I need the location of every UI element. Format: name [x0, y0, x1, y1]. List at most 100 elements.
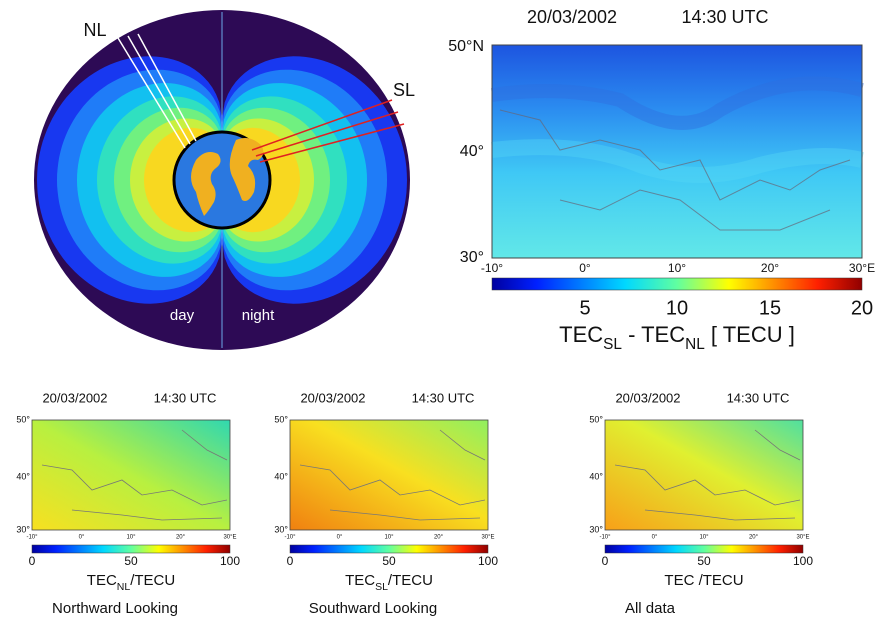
colorbar-tick-label: 0 — [602, 554, 609, 568]
coastline — [41, 429, 228, 521]
lon-label: 0° — [652, 535, 658, 541]
label-part: /TECU — [130, 572, 175, 589]
panel: 20/03/2002 14:30 UTC 50° 40° 30°-10° 0° 10° 20°… — [274, 390, 498, 617]
colorbar-tick-label: 15 — [759, 297, 781, 319]
colorbar-tick-label: 100 — [793, 554, 813, 568]
lon-label: -10° — [481, 261, 503, 275]
label-part: TEC /TECU — [664, 572, 743, 589]
subscript: SL — [375, 581, 388, 593]
label-part: - TEC — [622, 322, 685, 347]
label-part: TEC — [87, 572, 117, 589]
lon-label: 0° — [579, 261, 591, 275]
lon-label: 10° — [699, 535, 709, 541]
coastline — [614, 429, 801, 521]
lon-label: -10° — [26, 535, 38, 541]
lon-label: 10° — [384, 535, 394, 541]
colorbar-tick-label: 20 — [851, 297, 873, 319]
globe-panel: NL SL day night — [34, 10, 415, 350]
colorbar-tick-label: 10 — [666, 297, 688, 319]
lat-label: 40° — [460, 143, 484, 160]
colorbar — [604, 544, 804, 554]
colorbar-label: TEC /TECU — [664, 572, 743, 589]
nl-beam — [117, 37, 186, 149]
label-part: TEC — [345, 572, 375, 589]
colorbar-label: TECSL - TECNL [ TECU ] — [559, 322, 795, 353]
lon-label: 0° — [337, 535, 343, 541]
continent — [229, 138, 264, 201]
nl-beams — [117, 33, 197, 149]
label-part: TEC — [559, 322, 603, 347]
lon-label: -10° — [599, 535, 611, 541]
lon-label: 0° — [79, 535, 85, 541]
date: 20/03/2002 — [527, 7, 617, 27]
night-label: night — [242, 307, 275, 324]
colorbar-tick-label: 0 — [29, 554, 36, 568]
lon-label: 20° — [749, 535, 759, 541]
subscript: SL — [603, 336, 622, 353]
nl-beam — [127, 35, 191, 145]
lon-label: 10° — [126, 535, 136, 541]
colorbar-tick-label: 5 — [579, 297, 590, 319]
lon-label: 20° — [434, 535, 444, 541]
time: 14:30 UTC — [727, 390, 790, 405]
time: 14:30 UTC — [154, 390, 217, 405]
caption: All data — [625, 600, 676, 617]
date: 20/03/2002 — [42, 390, 107, 405]
colorbar — [289, 544, 489, 554]
map — [289, 419, 489, 531]
lat-label: 50°N — [448, 38, 484, 55]
sl-label: SL — [393, 80, 415, 100]
lon-label: 20° — [176, 535, 186, 541]
lon-label: 30°E — [796, 535, 809, 541]
lat-label: 50° — [274, 414, 288, 424]
lon-label: 30°E — [849, 261, 875, 275]
map — [604, 419, 804, 531]
colorbar-label: TECNL/TECU — [87, 572, 175, 593]
date: 20/03/2002 — [615, 390, 680, 405]
subscript: NL — [117, 581, 131, 593]
main-map — [492, 45, 862, 258]
sl-beams — [251, 99, 405, 163]
colorbar-tick-label: 50 — [697, 554, 711, 568]
panel: 20/03/2002 14:30 UTC 50° 40° 30°-10° 0° 10° 20°… — [589, 390, 813, 617]
lat-label: 40° — [16, 471, 30, 481]
colorbar-tick-label: 50 — [124, 554, 138, 568]
lat-label: 50° — [16, 414, 30, 424]
sl-beam — [251, 99, 393, 151]
lon-label: -10° — [284, 535, 296, 541]
lat-label: 30° — [16, 524, 30, 534]
colorbar-tick-label: 100 — [478, 554, 498, 568]
lon-label: 20° — [761, 261, 779, 275]
lon-label: 10° — [668, 261, 686, 275]
contour-band — [490, 76, 864, 130]
sl-beam — [259, 123, 405, 163]
map — [31, 419, 231, 531]
lon-label: 30°E — [223, 535, 236, 541]
lat-label: 30° — [589, 524, 603, 534]
label-part: /TECU — [388, 572, 433, 589]
lat-label: 40° — [589, 471, 603, 481]
nl-label: NL — [83, 20, 106, 40]
date: 20/03/2002 — [300, 390, 365, 405]
colorbar-tick-label: 100 — [220, 554, 240, 568]
continent — [191, 152, 221, 216]
caption: Southward Looking — [309, 600, 437, 617]
lat-label: 40° — [274, 471, 288, 481]
map-frame — [491, 44, 863, 259]
sl-beam — [255, 111, 399, 157]
subscript: NL — [685, 336, 705, 353]
colorbar-tick-label: 50 — [382, 554, 396, 568]
caption: Northward Looking — [52, 600, 178, 617]
lon-label: 30°E — [481, 535, 494, 541]
colorbar — [491, 277, 863, 291]
colorbar — [31, 544, 231, 554]
nl-beam — [137, 33, 197, 142]
time: 14:30 UTC — [412, 390, 475, 405]
lat-label: 50° — [589, 414, 603, 424]
time: 14:30 UTC — [681, 7, 768, 27]
colorbar-tick-label: 0 — [287, 554, 294, 568]
panel: 20/03/2002 14:30 UTC 50° 40° 30°-10° 0° 10° 20°… — [16, 390, 240, 617]
lat-label: 30° — [460, 249, 484, 266]
